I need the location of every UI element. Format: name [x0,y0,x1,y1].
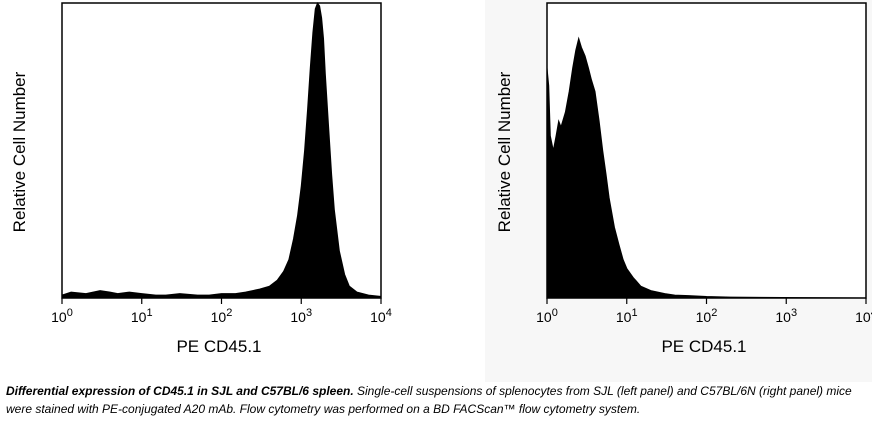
x-axis-label: PE CD45.1 [661,337,746,356]
figure-caption: Differential expression of CD45.1 in SJL… [6,383,866,418]
caption-text: Single-cell suspensions of splenocytes f… [6,384,852,416]
histogram-series [61,1,382,299]
x-tick-label: 102 [696,307,718,325]
histogram-area [61,1,382,299]
x-tick-label: 104 [855,307,872,325]
x-tick-label: 103 [775,307,797,325]
caption-title: Differential expression of CD45.1 in SJL… [6,384,354,398]
right-histogram-chart: 100 101 102 103 104 Relative Cell Number PE … [495,2,872,356]
x-tick-label: 100 [536,307,558,325]
x-tick-label: 104 [370,307,392,325]
left-histogram-chart: 100 101 102 103 104 Relative Cell Number PE … [10,1,392,356]
y-axis-label: Relative Cell Number [495,71,514,232]
x-axis-label: PE CD45.1 [176,337,261,356]
histogram-area [546,36,867,299]
x-tick-label: 103 [290,307,312,325]
x-tick-label: 101 [616,307,638,325]
x-tick-label: 100 [51,307,73,325]
histogram-series [546,36,867,299]
y-axis-label: Relative Cell Number [10,71,29,232]
x-tick-label: 101 [131,307,153,325]
x-tick-label: 102 [211,307,233,325]
